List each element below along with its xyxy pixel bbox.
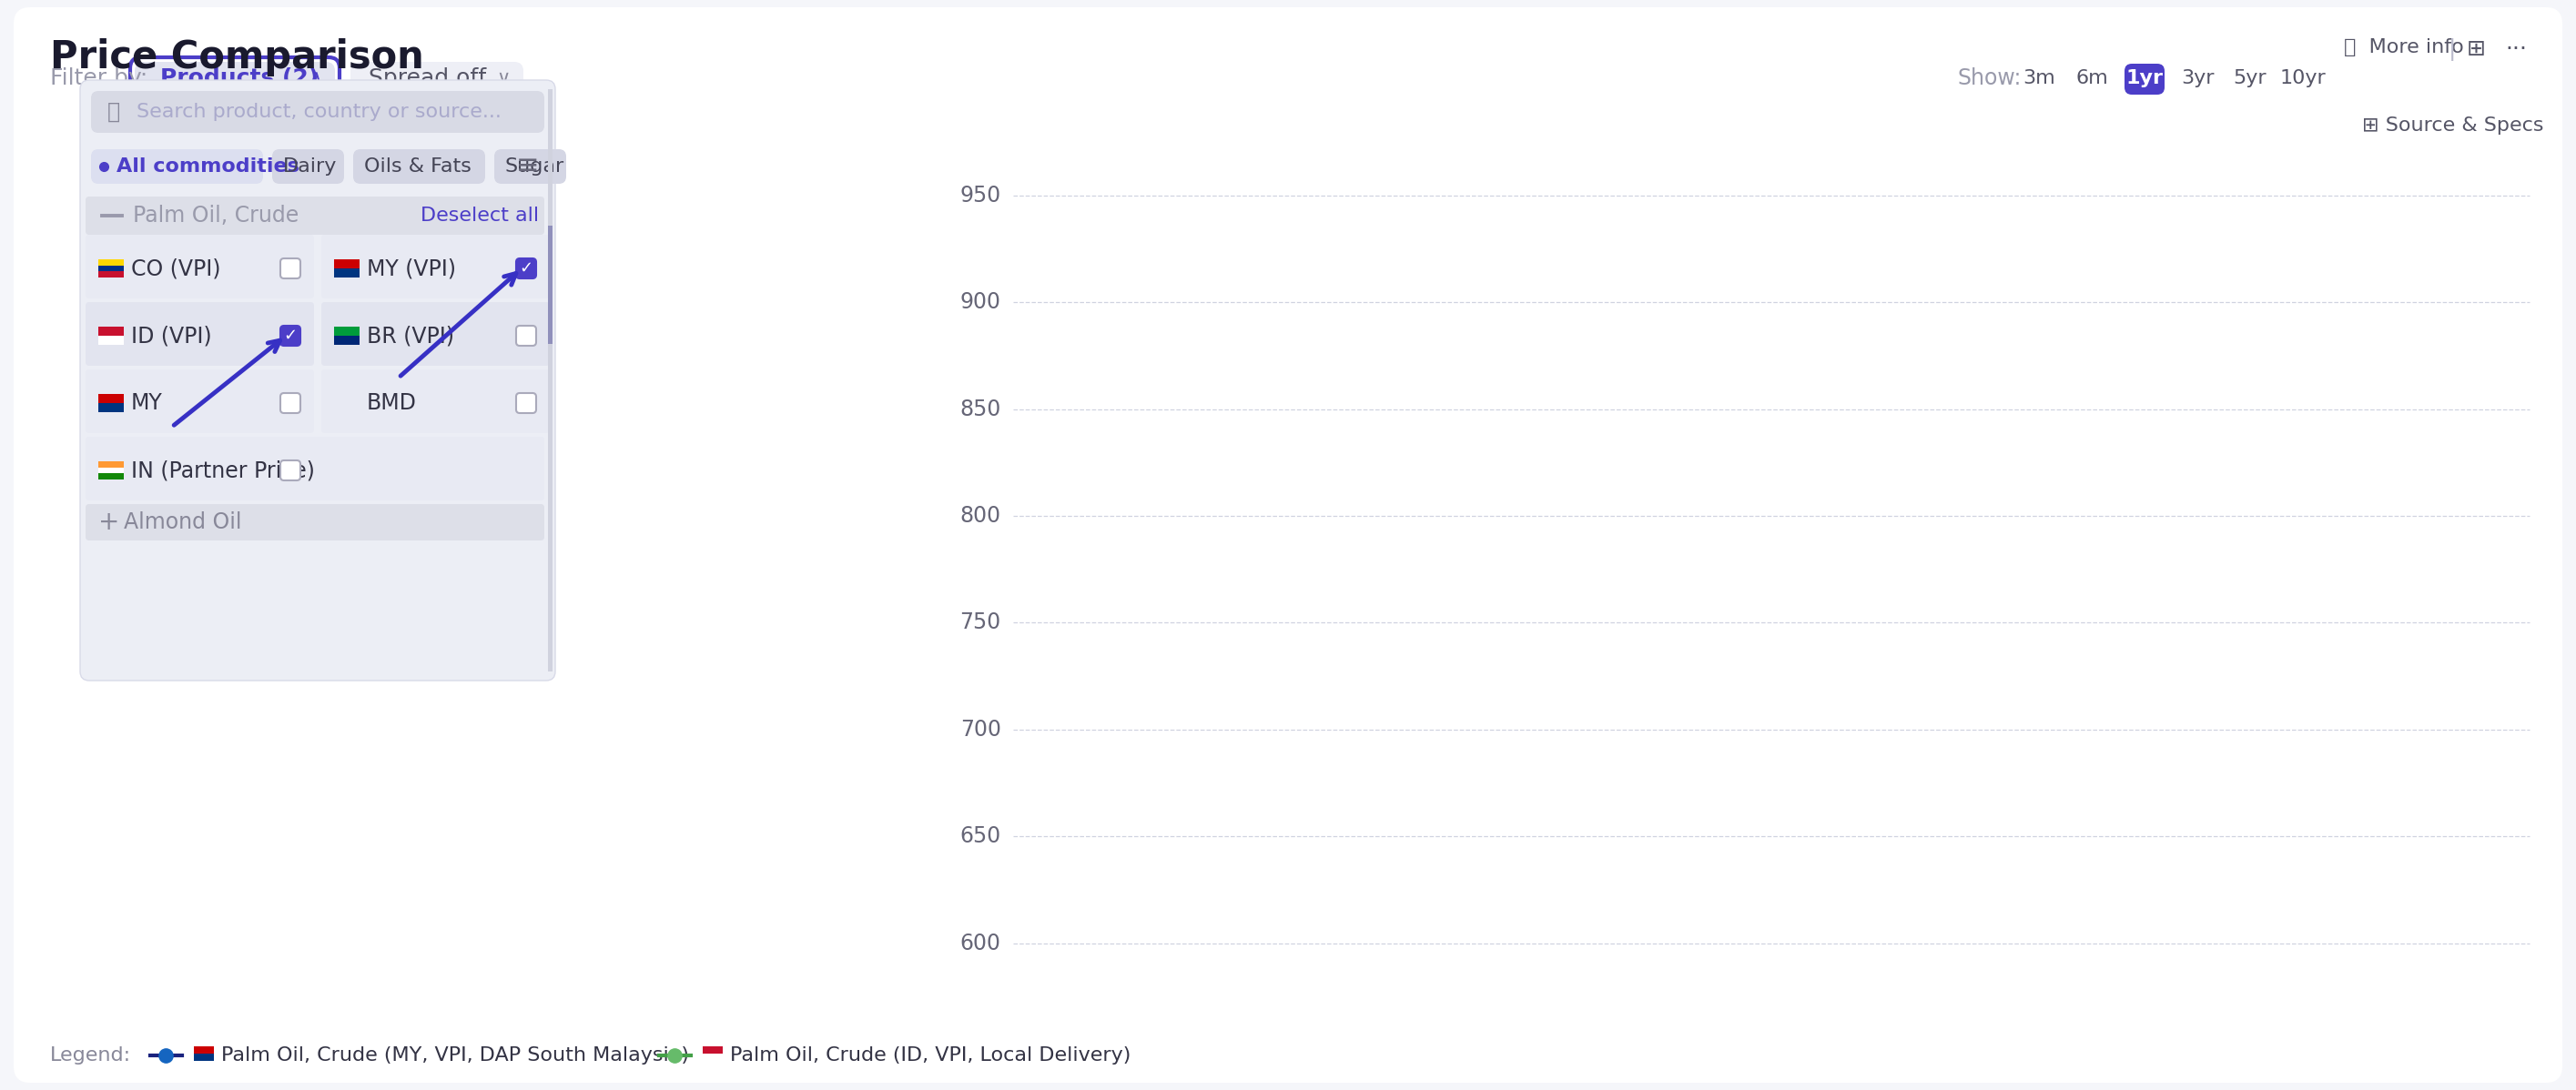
Bar [193, 1054, 214, 1061]
Text: Price Comparison: Price Comparison [49, 38, 425, 76]
Bar [703, 1054, 724, 1061]
Text: Oils & Fats: Oils & Fats [363, 157, 471, 175]
Bar [335, 327, 361, 336]
Text: Filter by:: Filter by: [49, 68, 147, 89]
Text: BR (VPI): BR (VPI) [366, 325, 453, 347]
Text: ∨: ∨ [497, 69, 510, 87]
Bar [98, 393, 124, 403]
FancyBboxPatch shape [2125, 63, 2164, 95]
FancyBboxPatch shape [322, 302, 549, 366]
Text: |: | [2450, 38, 2455, 61]
Text: 1yr: 1yr [2125, 69, 2164, 87]
Bar [98, 259, 124, 265]
Text: 3yr: 3yr [2182, 69, 2213, 87]
Text: 900: 900 [961, 291, 1002, 313]
FancyBboxPatch shape [85, 504, 544, 541]
Text: CO (VPI): CO (VPI) [131, 257, 222, 279]
FancyBboxPatch shape [515, 258, 536, 278]
Bar [98, 468, 124, 473]
FancyBboxPatch shape [131, 58, 340, 107]
Bar [98, 461, 124, 468]
Bar [335, 336, 361, 344]
Text: Palm Oil, Crude (MY, VPI, DAP South Malaysia): Palm Oil, Crude (MY, VPI, DAP South Mala… [222, 1046, 688, 1065]
Text: Products (2): Products (2) [160, 68, 319, 89]
Bar [549, 89, 551, 671]
Bar [703, 1046, 724, 1054]
Text: Dairy: Dairy [283, 157, 337, 175]
Text: ⊞ Source & Specs: ⊞ Source & Specs [2362, 117, 2543, 135]
Bar [549, 226, 551, 344]
Text: Sugar: Sugar [505, 157, 564, 175]
FancyBboxPatch shape [281, 393, 301, 413]
Text: Palm Oil, Crude (ID, VPI, Local Delivery): Palm Oil, Crude (ID, VPI, Local Delivery… [729, 1046, 1131, 1065]
Bar [98, 336, 124, 344]
Text: 800: 800 [961, 505, 1002, 526]
FancyBboxPatch shape [273, 149, 345, 184]
Text: ⊞: ⊞ [2468, 38, 2486, 60]
Text: 5yr: 5yr [2233, 69, 2267, 87]
Text: 750: 750 [961, 611, 1002, 633]
FancyBboxPatch shape [90, 149, 263, 184]
Text: All commodities: All commodities [116, 157, 299, 175]
Bar [98, 327, 124, 336]
Text: 6m: 6m [2076, 69, 2107, 87]
FancyBboxPatch shape [13, 8, 2563, 1082]
FancyBboxPatch shape [322, 234, 549, 299]
FancyBboxPatch shape [495, 149, 567, 184]
Text: 10yr: 10yr [2280, 69, 2326, 87]
Text: 650: 650 [961, 825, 1002, 847]
Text: 600: 600 [961, 932, 1002, 954]
Bar [98, 265, 124, 271]
Text: ∧: ∧ [307, 69, 322, 87]
FancyBboxPatch shape [515, 393, 536, 413]
Text: 950: 950 [961, 184, 1002, 206]
Text: Search product, country or source...: Search product, country or source... [137, 102, 502, 121]
Bar [98, 271, 124, 278]
Text: Legend:: Legend: [49, 1046, 131, 1065]
FancyBboxPatch shape [85, 234, 314, 299]
FancyBboxPatch shape [281, 258, 301, 278]
Text: 700: 700 [961, 718, 1002, 740]
FancyBboxPatch shape [134, 62, 335, 101]
Text: MY: MY [131, 392, 162, 414]
Text: IN (Partner Price): IN (Partner Price) [131, 460, 314, 482]
Text: 3m: 3m [2022, 69, 2056, 87]
Text: ✓: ✓ [520, 261, 533, 277]
FancyBboxPatch shape [85, 437, 544, 500]
Text: 🔍: 🔍 [108, 101, 121, 123]
Text: 850: 850 [961, 398, 1002, 420]
Text: +: + [98, 509, 118, 535]
FancyBboxPatch shape [353, 149, 484, 184]
FancyBboxPatch shape [80, 80, 556, 680]
Text: Deselect all: Deselect all [420, 206, 538, 225]
Bar [98, 473, 124, 480]
Text: ≡: ≡ [515, 154, 538, 180]
Text: MY (VPI): MY (VPI) [366, 257, 456, 279]
FancyBboxPatch shape [350, 62, 523, 101]
FancyBboxPatch shape [281, 326, 301, 346]
FancyBboxPatch shape [85, 196, 544, 234]
FancyBboxPatch shape [85, 370, 314, 433]
FancyBboxPatch shape [281, 460, 301, 481]
FancyBboxPatch shape [322, 370, 549, 433]
FancyBboxPatch shape [90, 90, 544, 133]
Bar [98, 403, 124, 412]
Text: ✓: ✓ [283, 328, 296, 344]
Text: Show:: Show: [1958, 68, 2022, 89]
Text: ⓘ  More info: ⓘ More info [2344, 38, 2463, 57]
Text: Vantage: Vantage [1538, 510, 2009, 607]
Text: ID (VPI): ID (VPI) [131, 325, 211, 347]
Text: Palm Oil, Crude: Palm Oil, Crude [134, 205, 299, 227]
FancyBboxPatch shape [85, 302, 314, 366]
Bar [193, 1046, 214, 1054]
Text: ···: ··· [2504, 38, 2527, 60]
Text: Spread off: Spread off [368, 68, 487, 89]
Bar [335, 259, 361, 268]
Bar [335, 268, 361, 278]
Text: BMD: BMD [366, 392, 417, 414]
FancyBboxPatch shape [515, 326, 536, 346]
Text: Almond Oil: Almond Oil [124, 511, 242, 533]
